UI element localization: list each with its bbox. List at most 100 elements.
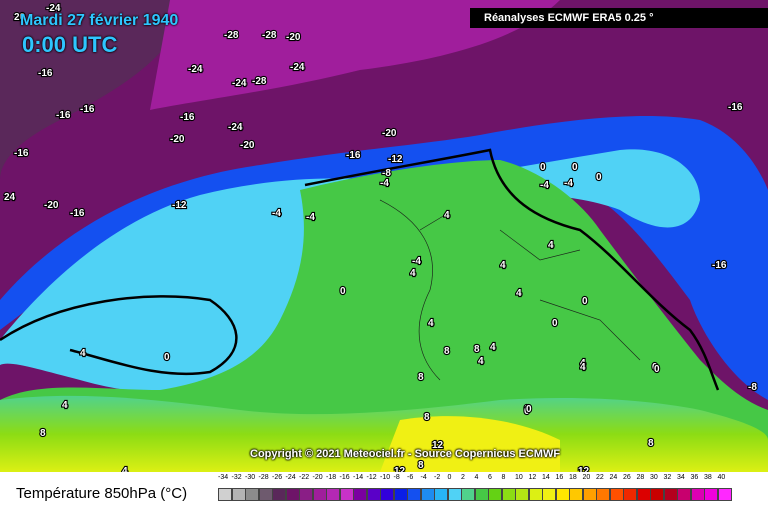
- legend-tick-label: 24: [609, 474, 618, 481]
- legend-swatch: [717, 488, 732, 501]
- legend-tick-label: -22: [299, 474, 310, 481]
- legend-swatch: [609, 488, 624, 501]
- date-label: Mardi 27 février 1940: [20, 12, 179, 29]
- legend-tick-label: 36: [690, 474, 699, 481]
- isotherm-label: 4: [548, 240, 554, 251]
- legend-tick-label: -20: [312, 474, 323, 481]
- legend-swatch: [272, 488, 286, 501]
- legend-tick-label: -16: [339, 474, 350, 481]
- isotherm-label: 8: [424, 412, 430, 423]
- isotherm-label: -24: [46, 3, 61, 14]
- isotherm-label: 4: [478, 356, 484, 367]
- isotherm-label: 0: [572, 162, 578, 173]
- legend-swatch: [663, 488, 678, 501]
- legend-swatch: [555, 488, 570, 501]
- legend-swatch: [623, 488, 637, 501]
- legend-tick-label: 34: [677, 474, 685, 481]
- legend-tick-label: -32: [231, 474, 242, 481]
- legend-swatch: [636, 488, 651, 501]
- isotherm-label: 0: [340, 286, 346, 297]
- isotherm-label: 12: [578, 466, 590, 472]
- isotherm-label: 4: [580, 362, 586, 373]
- isotherm-label: 8: [418, 372, 424, 383]
- legend-swatch: [312, 488, 327, 501]
- cold-core-arctic: [150, 0, 560, 110]
- isotherm-label: -20: [382, 128, 397, 139]
- legend-swatch: [542, 488, 556, 501]
- isotherm-label: -16: [180, 112, 195, 123]
- legend-tick-label: 22: [596, 474, 604, 481]
- isotherm-label: 4: [500, 260, 506, 271]
- isotherm-label: 8: [474, 344, 480, 355]
- legend-swatch: [285, 488, 300, 501]
- legend: Température 850hPa (°C) -34 -32 -30 -28 -26-…: [0, 472, 768, 512]
- isotherm-label: -28: [262, 30, 277, 41]
- isotherm-label: 4: [80, 348, 86, 359]
- legend-tick-label: -12: [366, 474, 377, 481]
- legend-swatch: [447, 488, 462, 501]
- legend-tick-label: -6: [407, 474, 414, 481]
- legend-tick-label: -2: [434, 474, 441, 481]
- legend-tick-label: -10: [380, 474, 391, 481]
- legend-swatch: [353, 488, 367, 501]
- legend-swatch: [704, 488, 718, 501]
- isotherm-label: 0: [596, 172, 602, 183]
- isotherm-label: -16: [346, 150, 361, 161]
- legend-swatch: [366, 488, 381, 501]
- isotherm-label: -24: [188, 64, 203, 75]
- isotherm-label: 4: [516, 288, 522, 299]
- isotherm-label: 0: [654, 364, 660, 375]
- isotherm-label: -16: [56, 110, 71, 121]
- reanalysis-source-label: Réanalyses ECMWF ERA5 0.25 °: [470, 8, 768, 28]
- isotherm-label: 4: [580, 358, 586, 369]
- isotherm-label: 12: [432, 440, 444, 451]
- isotherm-label: -4: [380, 178, 389, 189]
- isotherm-label: -4: [272, 208, 281, 219]
- legend-swatch: [258, 488, 273, 501]
- isotherm-label: -20: [44, 200, 59, 211]
- isotherm-label: 12: [394, 466, 406, 472]
- isotherm-label: 0: [540, 162, 546, 173]
- isotherm-label: -16: [80, 104, 95, 115]
- legend-tick-label: 38: [704, 474, 712, 481]
- isotherm-label: 8: [444, 346, 450, 357]
- isotherm-label: -4: [540, 180, 549, 191]
- yellow-africa: [380, 416, 560, 472]
- legend-swatch: [245, 488, 259, 501]
- isotherm-label: 0: [552, 318, 558, 329]
- isotherm-label: 0: [652, 362, 658, 373]
- cold-core-greenland: [0, 0, 177, 180]
- time-label: 0:00 UTC: [22, 32, 118, 57]
- legend-swatch: [569, 488, 583, 501]
- legend-tick-label: -24: [285, 474, 296, 481]
- legend-swatch: [434, 488, 448, 501]
- cyan-pool: [0, 149, 700, 394]
- legend-swatch: [650, 488, 664, 501]
- isotherm-label: 8: [40, 428, 46, 439]
- legend-tick-label: 0: [447, 474, 452, 481]
- legend-tick-label: -28: [258, 474, 269, 481]
- legend-tick-label: 28: [636, 474, 645, 481]
- legend-swatch: [582, 488, 597, 501]
- isotherm-label: 0: [582, 296, 588, 307]
- isotherm-label: -8: [748, 382, 757, 393]
- legend-tick-label: -14: [353, 474, 364, 481]
- isotherm-label: 4: [410, 268, 416, 279]
- legend-tick-label: -34: [218, 474, 229, 481]
- isotherm-label: -28: [224, 30, 239, 41]
- legend-tick-label: 6: [488, 474, 492, 481]
- legend-tick-label: -8: [393, 474, 400, 481]
- legend-swatch: [407, 488, 421, 501]
- legend-tick-label: -30: [245, 474, 256, 481]
- isotherm-label: 0: [524, 404, 530, 415]
- legend-tick-label: 26: [623, 474, 631, 481]
- isotherm-label: -4: [306, 212, 315, 223]
- legend-tick-label: 20: [582, 474, 591, 481]
- zero-isotherm: [0, 148, 720, 391]
- legend-swatch: [596, 488, 610, 501]
- isotherm-label: -8: [382, 168, 391, 179]
- legend-tick-label: 30: [650, 474, 658, 481]
- isotherm-label: -4: [564, 178, 573, 189]
- isotherm-label: 4: [122, 466, 128, 472]
- isotherm-label: 4: [62, 400, 68, 411]
